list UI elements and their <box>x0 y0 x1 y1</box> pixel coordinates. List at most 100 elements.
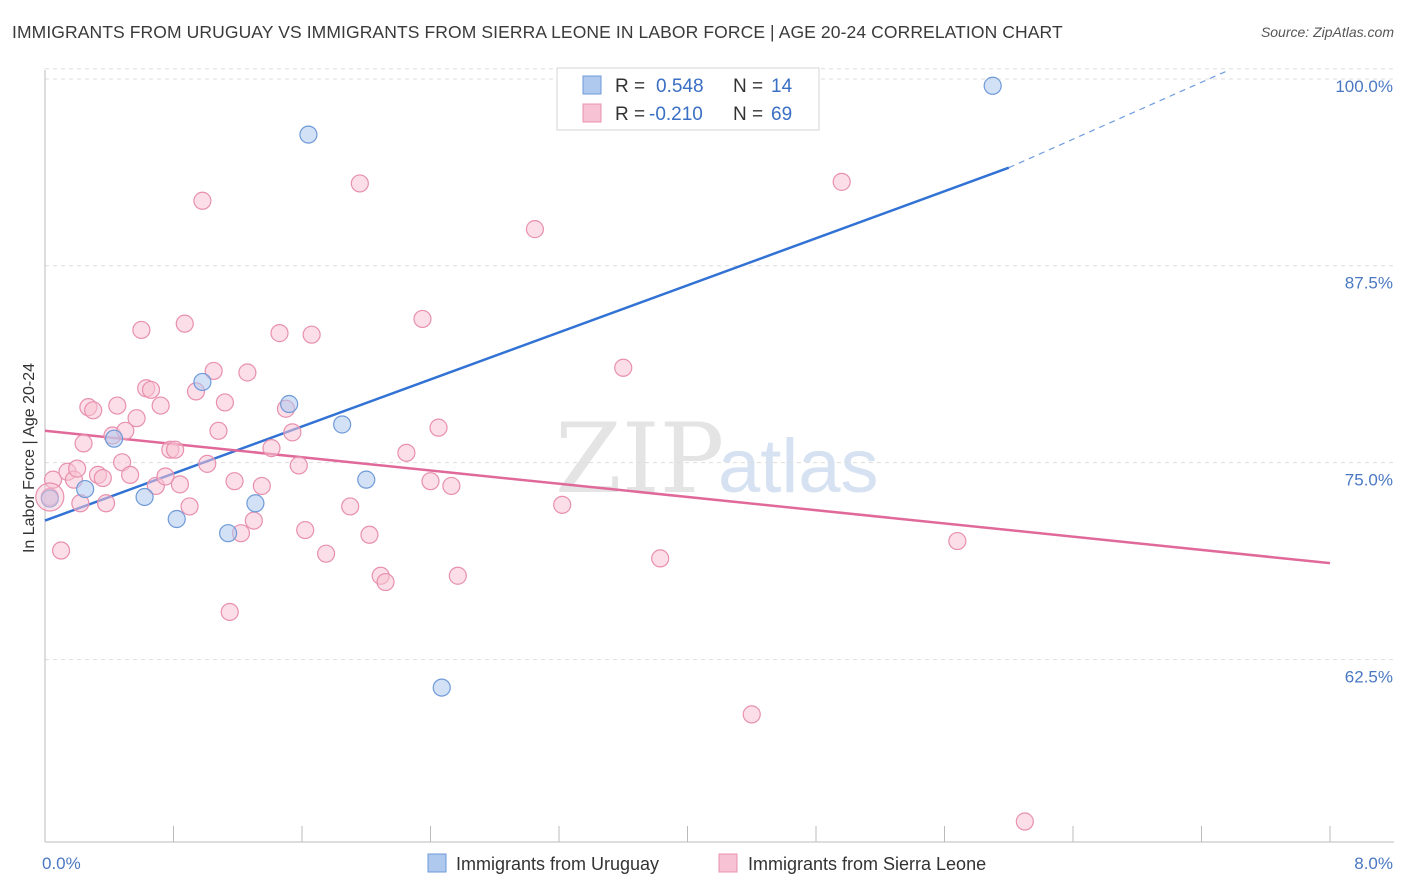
data-point-sierra-leone <box>93 468 112 488</box>
legend-swatch-sierra-leone <box>718 853 738 873</box>
data-point-sierra-leone <box>270 324 289 343</box>
data-point-sierra-leone <box>442 476 461 496</box>
data-point-sierra-leone <box>238 363 257 382</box>
data-point-sierra-leone <box>180 497 199 516</box>
data-point-sierra-leone <box>84 401 103 420</box>
watermark-atlas: atlas <box>718 424 879 509</box>
chart-title: IMMIGRANTS FROM URUGUAY VS IMMIGRANTS FR… <box>12 22 1063 42</box>
data-point-sierra-leone <box>141 380 161 399</box>
data-point-sierra-leone <box>204 361 223 381</box>
data-point-uruguay <box>357 470 376 489</box>
data-point-sierra-leone <box>166 440 185 459</box>
data-point-sierra-leone <box>360 525 379 544</box>
stats-n-label-sierra-leone: N = <box>733 104 763 125</box>
data-point-sierra-leone <box>198 454 217 473</box>
data-point-sierra-leone <box>421 472 440 491</box>
data-point-sierra-leone <box>132 320 151 340</box>
data-point-sierra-leone <box>1015 812 1034 831</box>
trend-line-sierra-leone <box>44 429 1331 565</box>
stats-swatch-uruguay <box>582 75 602 95</box>
data-point-uruguay <box>246 494 265 513</box>
data-point-uruguay <box>40 489 59 508</box>
data-point-sierra-leone <box>376 572 395 592</box>
data-point-sierra-leone <box>742 705 761 724</box>
stats-r-label-sierra-leone: R = <box>615 104 645 125</box>
legend-swatch-uruguay <box>427 853 447 873</box>
data-point-sierra-leone <box>175 314 194 333</box>
data-points <box>35 76 1034 831</box>
stats-r-label-uruguay: R = <box>615 76 645 97</box>
series-legend: Immigrants from Uruguay Immigrants from … <box>427 853 986 874</box>
data-point-sierra-leone <box>296 520 315 540</box>
y-tick-label: 75.0% <box>1345 471 1393 490</box>
data-point-sierra-leone <box>316 544 336 563</box>
y-axis-label: In Labor Force | Age 20-24 <box>21 363 38 553</box>
stats-swatch-sierra-leone <box>582 103 602 123</box>
y-tick-label: 100.0% <box>1335 77 1393 96</box>
legend-label-uruguay: Immigrants from Uruguay <box>456 854 659 874</box>
data-point-uruguay <box>76 479 95 499</box>
watermark: ZIP atlas <box>555 403 879 515</box>
data-point-uruguay <box>135 487 154 507</box>
data-point-sierra-leone <box>553 495 572 514</box>
data-point-sierra-leone <box>225 472 244 491</box>
data-point-sierra-leone <box>283 423 302 442</box>
data-point-sierra-leone <box>832 172 851 191</box>
data-point-uruguay <box>983 76 1002 95</box>
stats-n-label-uruguay: N = <box>733 76 763 97</box>
data-point-sierra-leone <box>43 470 63 489</box>
data-point-uruguay <box>299 125 318 144</box>
data-point-uruguay <box>280 394 299 414</box>
data-point-sierra-leone <box>127 409 146 428</box>
data-point-sierra-leone <box>108 396 127 415</box>
data-point-sierra-leone <box>525 220 545 239</box>
data-point-sierra-leone <box>948 531 967 551</box>
data-point-sierra-leone <box>156 467 175 486</box>
data-point-sierra-leone <box>614 358 633 377</box>
watermark-zip: ZIP <box>555 403 724 515</box>
stats-n-value-uruguay: 14 <box>771 76 793 97</box>
stats-legend: R = 0.548 N = 14 R = -0.210 N = 69 <box>556 67 820 131</box>
data-point-sierra-leone <box>96 494 116 513</box>
data-point-sierra-leone <box>151 396 170 415</box>
legend-label-sierra-leone: Immigrants from Sierra Leone <box>748 854 986 874</box>
data-point-sierra-leone <box>220 602 239 622</box>
data-point-sierra-leone <box>215 393 234 412</box>
data-point-sierra-leone <box>121 465 140 485</box>
data-point-sierra-leone <box>262 439 281 458</box>
data-point-uruguay <box>432 678 451 697</box>
data-point-sierra-leone <box>651 549 670 568</box>
data-point-sierra-leone <box>209 421 228 440</box>
data-point-uruguay <box>333 415 352 434</box>
data-point-sierra-leone <box>51 541 71 560</box>
source-credit: Source: ZipAtlas.com <box>1260 24 1394 40</box>
data-point-sierra-leone <box>448 566 467 585</box>
data-point-sierra-leone <box>68 459 87 478</box>
data-point-uruguay <box>167 509 186 529</box>
axes: 62.5% 75.0% 87.5% 100.0% 0.0% 8.0% <box>42 70 1394 873</box>
stats-r-value-sierra-leone: -0.210 <box>649 104 703 125</box>
x-tick-label-max: 8.0% <box>1354 854 1393 873</box>
data-point-sierra-leone <box>252 476 271 496</box>
y-tick-label: 62.5% <box>1345 668 1393 687</box>
data-point-sierra-leone <box>413 309 432 329</box>
data-point-uruguay <box>104 429 124 448</box>
y-tick-label: 87.5% <box>1345 274 1393 293</box>
data-point-sierra-leone <box>35 482 65 512</box>
data-point-sierra-leone <box>302 325 321 344</box>
data-point-sierra-leone <box>341 497 360 516</box>
data-point-uruguay <box>193 372 212 392</box>
data-point-sierra-leone <box>244 511 263 530</box>
x-tick-label-min: 0.0% <box>42 854 81 873</box>
data-point-sierra-leone <box>74 434 93 453</box>
data-point-sierra-leone <box>193 191 212 210</box>
data-point-sierra-leone <box>170 475 190 494</box>
data-point-sierra-leone <box>397 443 416 462</box>
data-point-uruguay <box>219 524 238 543</box>
trend-line-extension-uruguay <box>1008 71 1226 169</box>
data-point-sierra-leone <box>350 174 369 193</box>
data-point-sierra-leone <box>429 418 448 437</box>
stats-n-value-sierra-leone: 69 <box>771 104 792 125</box>
data-point-sierra-leone <box>289 456 308 475</box>
